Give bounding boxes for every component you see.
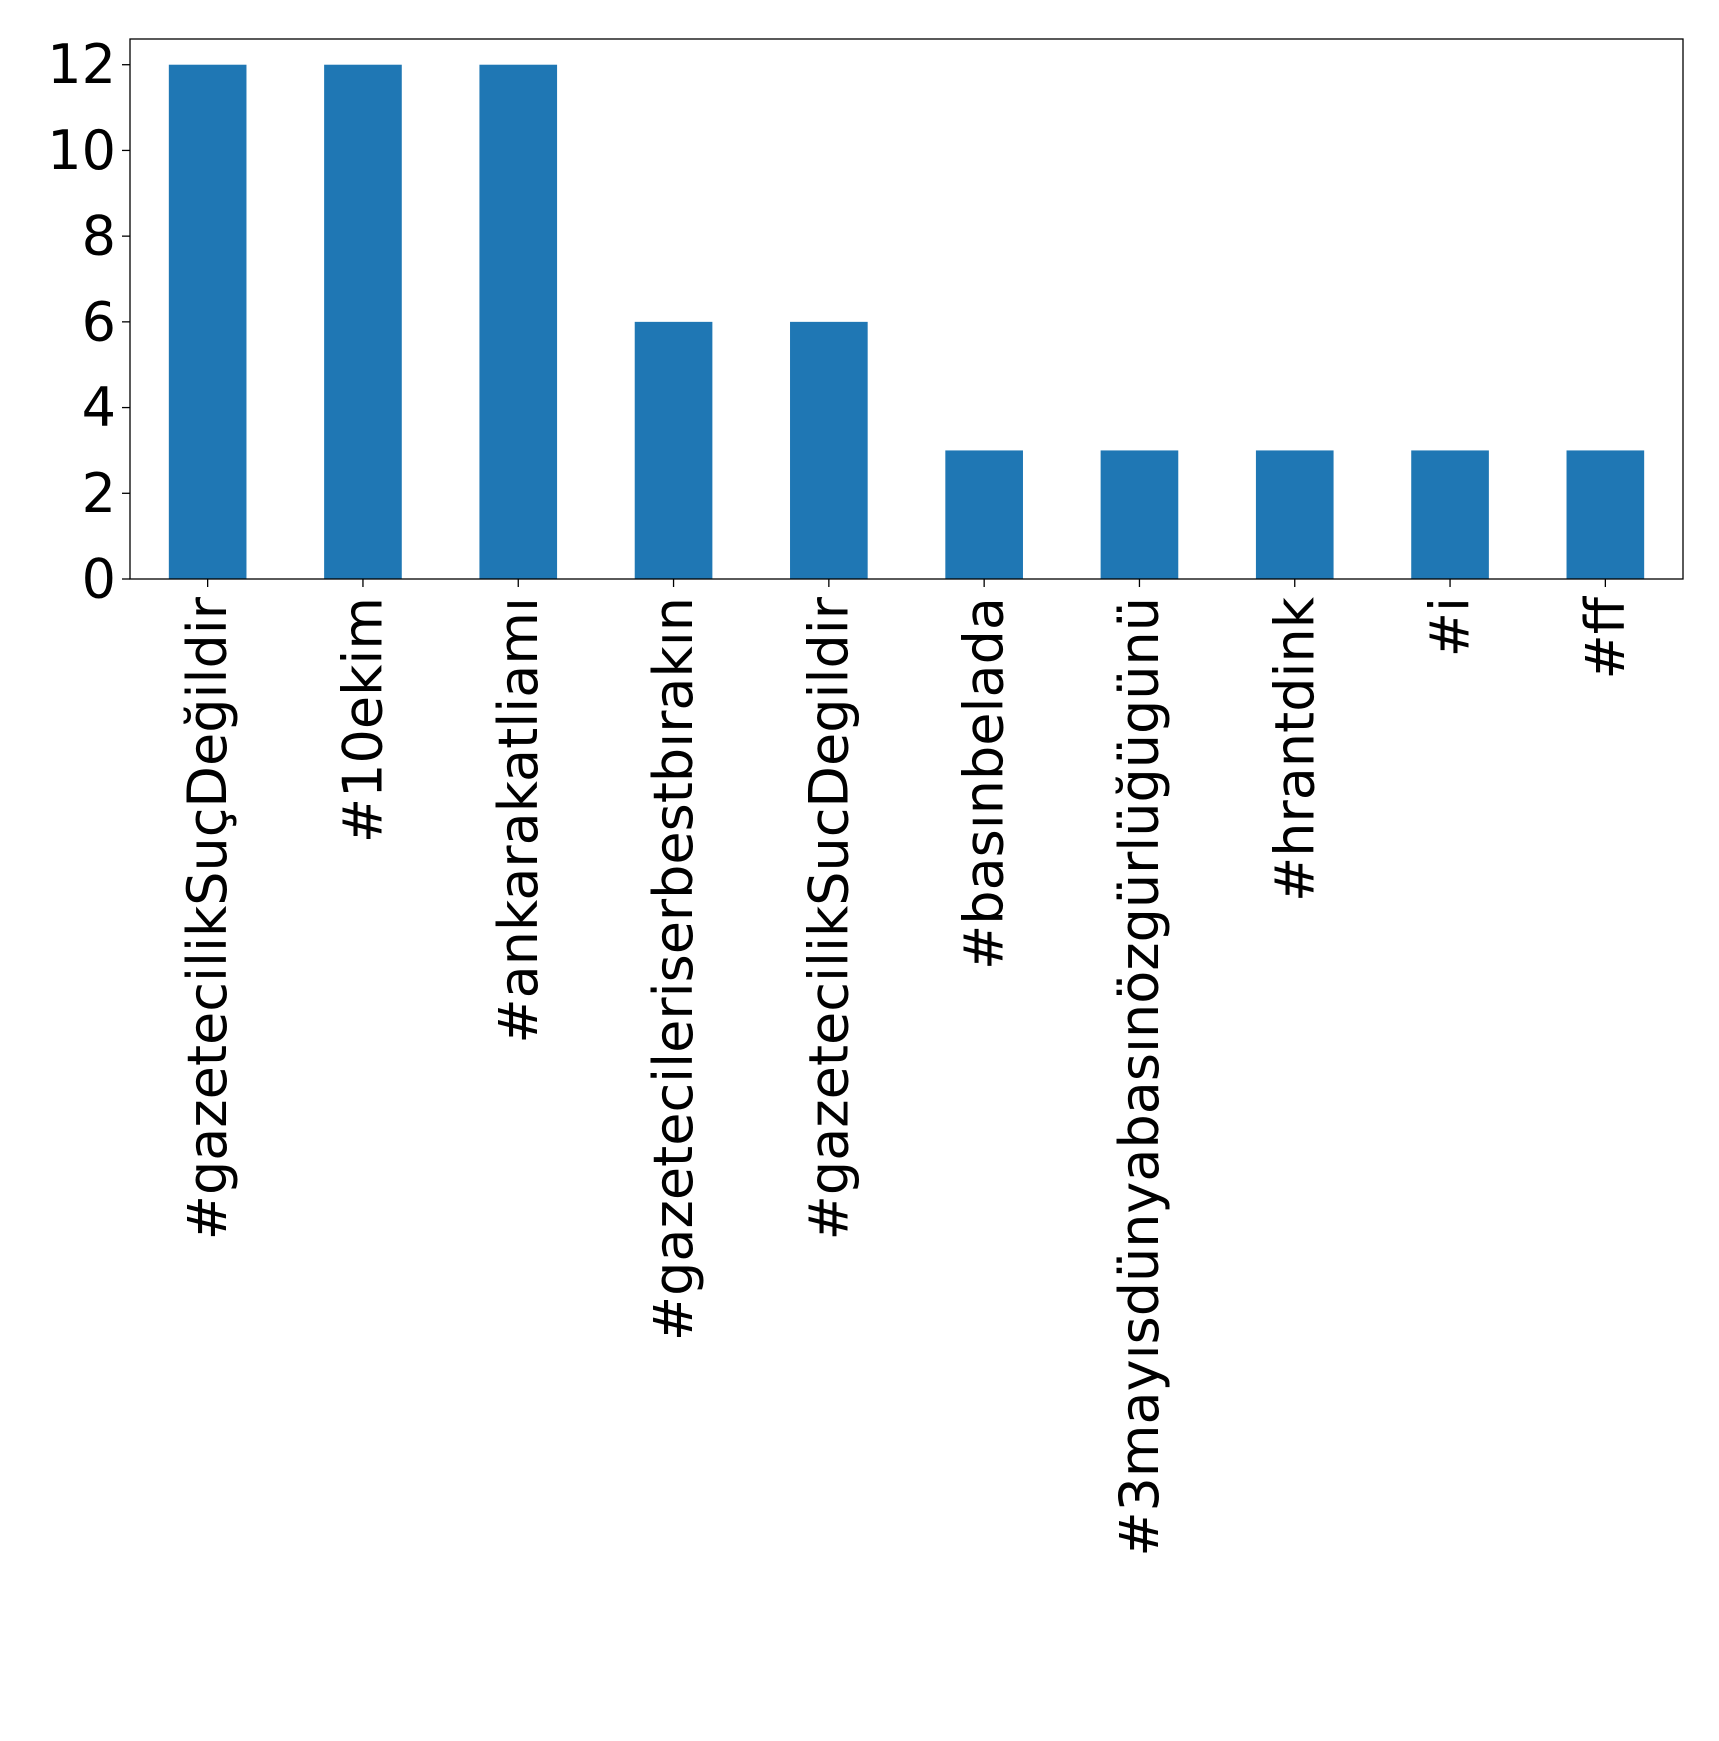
x-tick-label: #3mayısdünyabasınözgürlüğügünü <box>1108 597 1171 1557</box>
x-axis: #gazetecilikSuçDeğildir #10ekim #ankarakat… <box>176 579 1637 1557</box>
x-tick-label: #gazetecilikSucDegildir <box>797 596 860 1240</box>
y-tick-label: 2 <box>82 462 116 525</box>
y-tick-label: 6 <box>82 290 116 353</box>
x-tick-label: #basınbelada <box>953 597 1016 970</box>
x-tick-label: #gazetecileriserbestbırakın <box>642 597 705 1341</box>
x-tick-label: #ankarakatliamı <box>487 597 550 1044</box>
plot-frame <box>129 38 1684 580</box>
x-tick-label: #hrantdink <box>1263 596 1326 902</box>
x-tick-label: #gazetecilikSuçDeğildir <box>176 596 239 1240</box>
bar <box>168 64 247 579</box>
bar <box>1255 450 1334 579</box>
y-tick-label: 8 <box>82 205 116 268</box>
y-tick-label: 4 <box>82 376 116 439</box>
bar <box>479 64 558 579</box>
bar <box>1411 450 1489 579</box>
bar <box>790 321 868 579</box>
x-tick-label: #ff <box>1574 595 1637 679</box>
y-axis: 0 2 4 6 8 10 12 <box>47 33 130 611</box>
bar <box>634 321 713 579</box>
x-tick-label: #10ekim <box>331 597 394 843</box>
bars-layer <box>168 64 1645 579</box>
bar <box>1100 450 1179 579</box>
bar <box>324 64 402 579</box>
y-tick-label: 10 <box>47 119 116 182</box>
x-tick-label: #i <box>1419 597 1482 657</box>
bar <box>945 450 1023 579</box>
y-tick-label: 0 <box>82 548 116 611</box>
y-tick-label: 12 <box>47 33 116 96</box>
bar <box>1566 450 1645 579</box>
